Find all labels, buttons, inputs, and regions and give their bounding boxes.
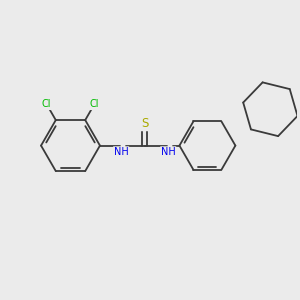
Text: S: S [141,117,148,130]
Text: NH: NH [161,147,176,157]
Text: Cl: Cl [42,99,51,109]
Text: Cl: Cl [90,99,99,109]
Text: NH: NH [114,147,128,157]
